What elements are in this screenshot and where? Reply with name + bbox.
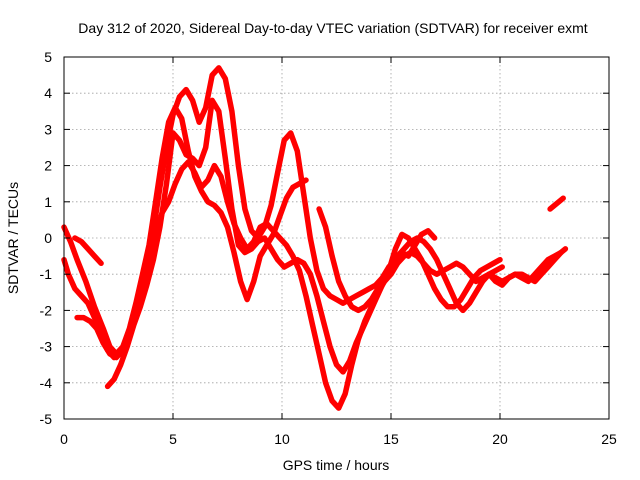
x-tick-label: 0 (60, 431, 68, 447)
x-tick-label: 15 (383, 431, 399, 447)
y-tick-label: -1 (40, 266, 53, 282)
x-tick-label: 5 (169, 431, 177, 447)
series-trace-2 (61, 65, 438, 361)
x-tick-label: 20 (492, 431, 508, 447)
y-tick-label: 2 (44, 158, 52, 174)
series-trace-8 (547, 195, 566, 212)
series-trace-7 (486, 246, 569, 288)
y-tick-label: 0 (44, 230, 52, 246)
axis-ticks: 0 5 10 15 20 25 -5 -4 -3 -2 -1 0 1 2 3 4 5 (40, 49, 617, 447)
y-tick-label: 4 (44, 85, 52, 101)
data-series (61, 65, 569, 411)
chart-title: Day 312 of 2020, Sidereal Day-to-day VTE… (78, 20, 587, 36)
y-tick-label: -2 (40, 302, 53, 318)
series-trace-6 (316, 206, 505, 314)
x-tick-label: 10 (274, 431, 290, 447)
y-tick-label: 1 (44, 194, 52, 210)
y-tick-label: -3 (40, 339, 53, 355)
series-trace-3 (74, 159, 564, 411)
x-axis-label: GPS time / hours (283, 457, 390, 473)
x-tick-label: 25 (601, 431, 617, 447)
series-trace-5 (104, 97, 503, 390)
y-axis-label: SDTVAR / TECUs (5, 182, 21, 294)
y-tick-label: -5 (40, 411, 53, 427)
y-tick-label: 3 (44, 121, 52, 137)
series-trace-4 (72, 235, 104, 267)
y-tick-label: -4 (40, 375, 53, 391)
y-tick-label: 5 (44, 49, 52, 65)
